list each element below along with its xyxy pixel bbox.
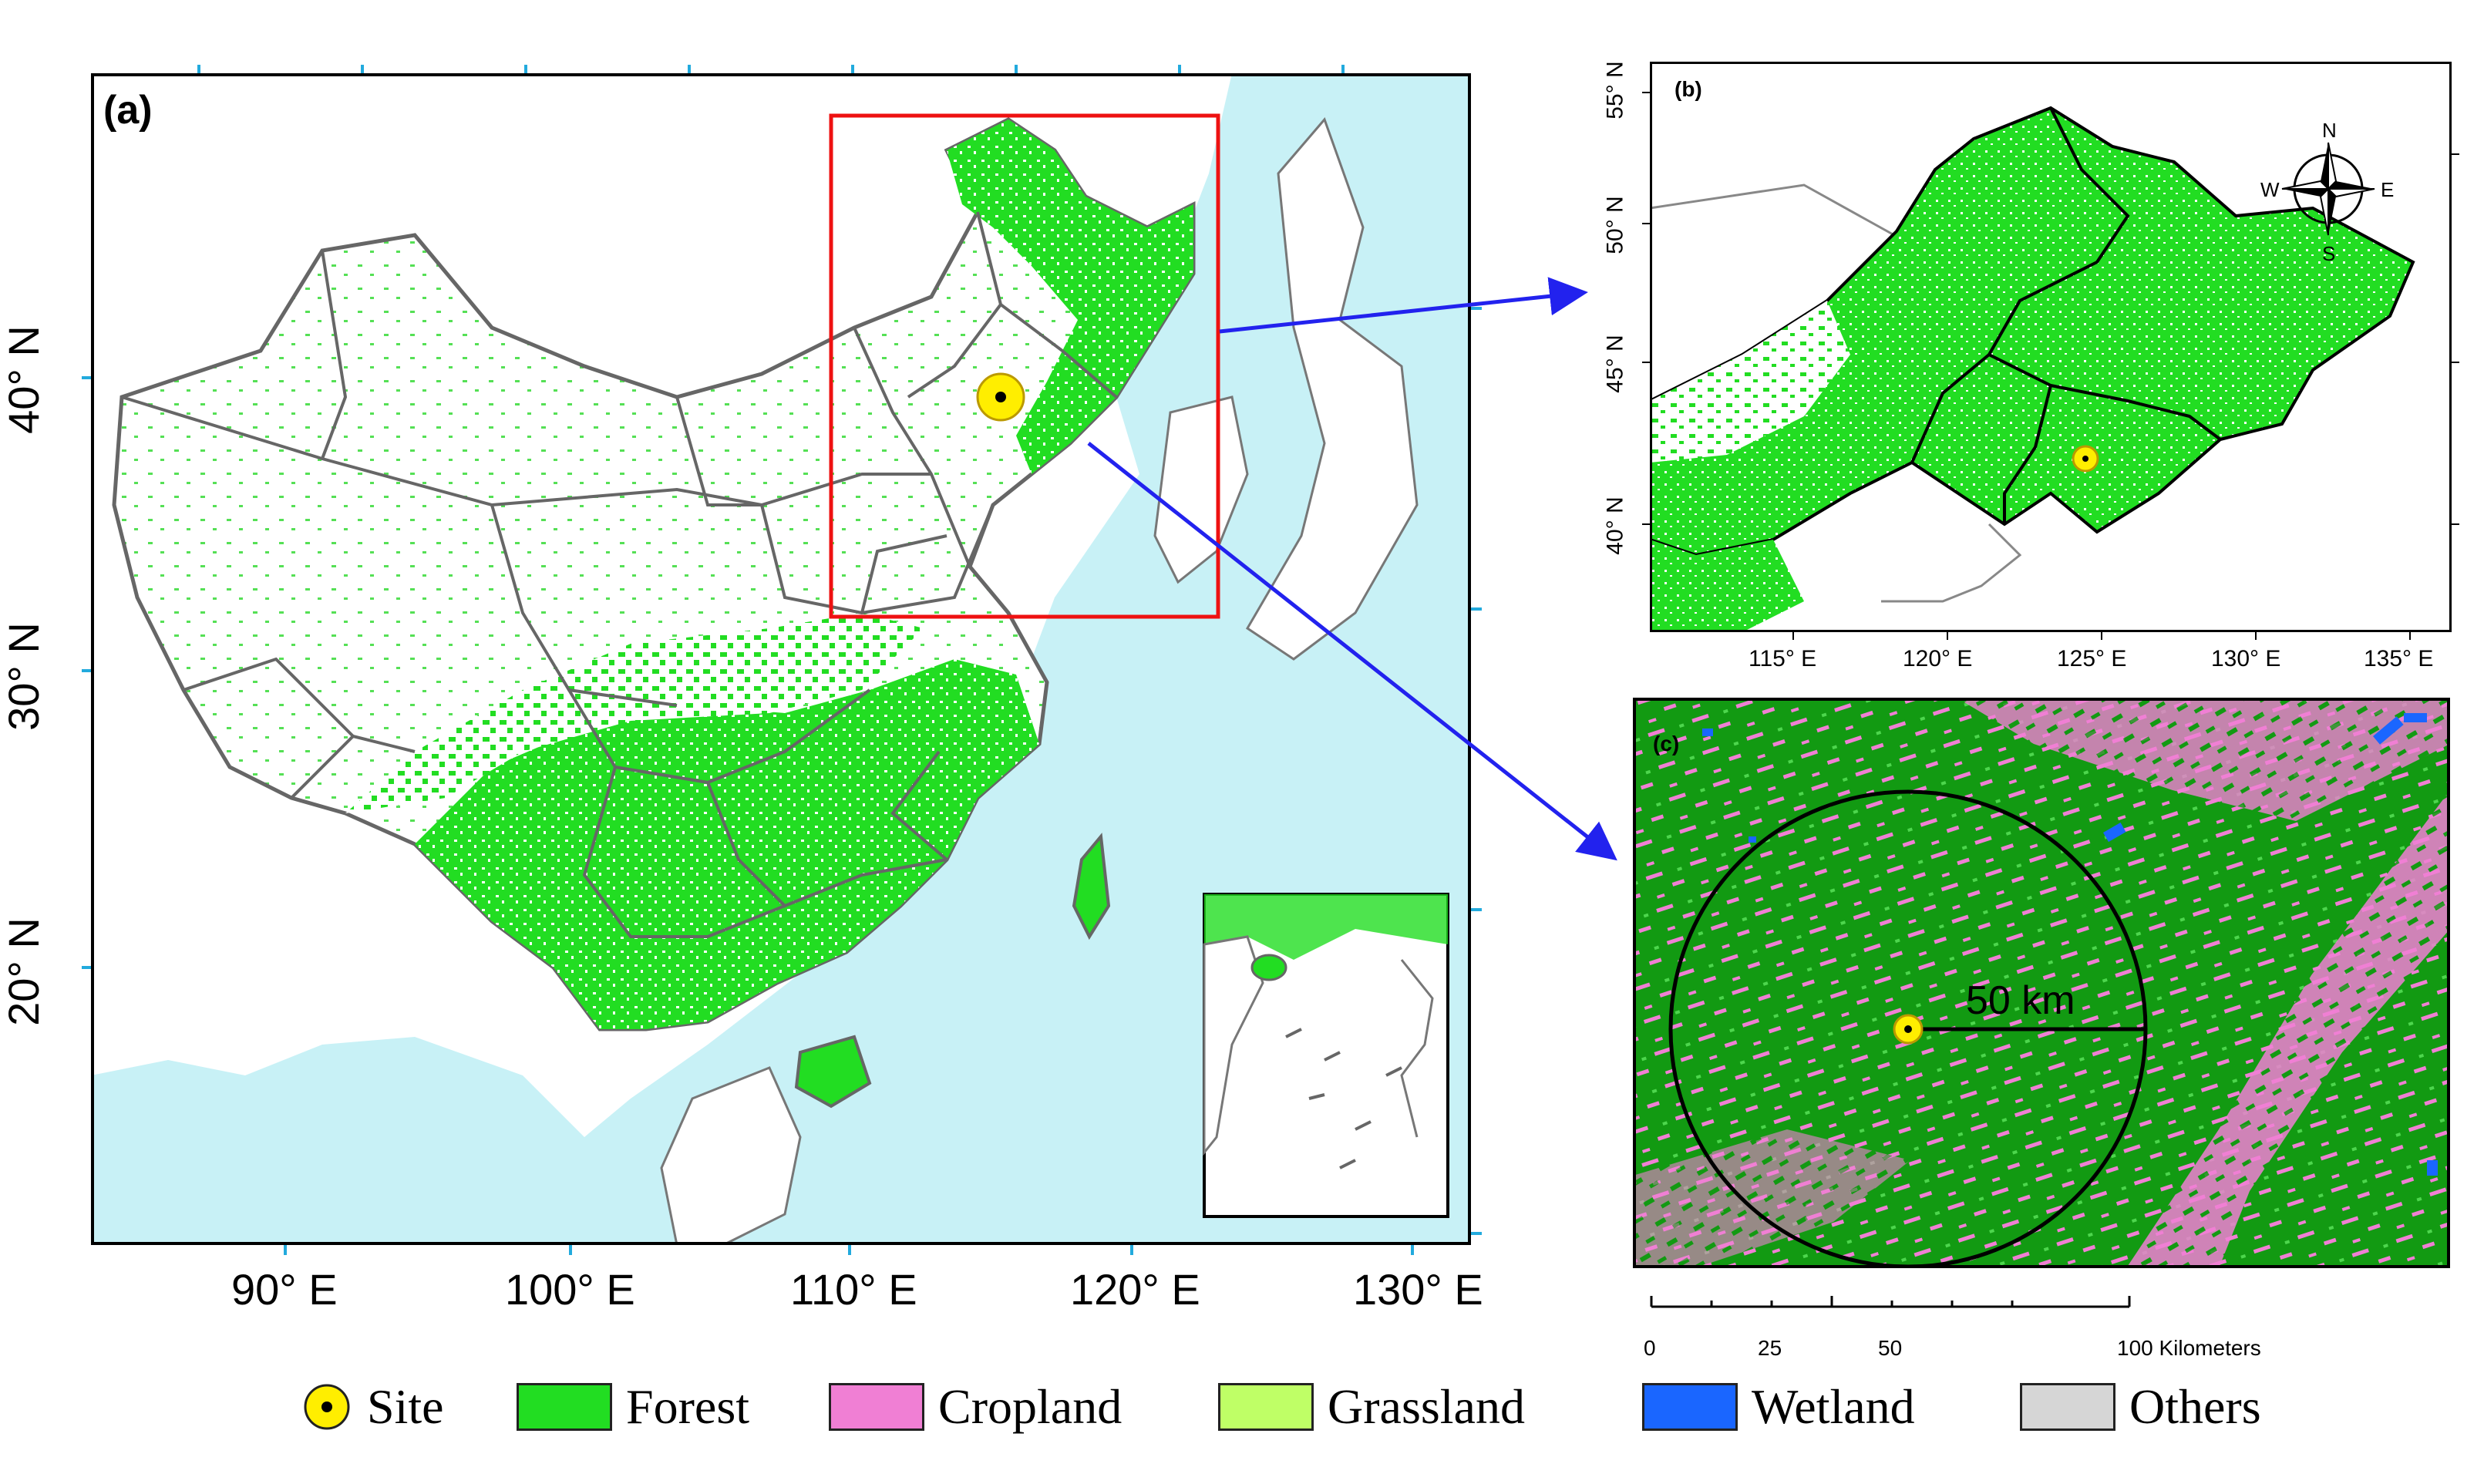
legend-cropland-label: Cropland <box>938 1379 1123 1434</box>
a-xtick-130: 130° E <box>1353 1265 1483 1314</box>
panel-b: N S E W (b) <box>1648 62 2452 632</box>
scale-50: 50 <box>1878 1336 1903 1360</box>
panel-a: (a) <box>91 73 1471 1247</box>
b-ytick-50: 50° N <box>1602 196 1628 254</box>
compass-s: S <box>2322 242 2335 265</box>
panel-b-sparse-west <box>1650 301 1850 463</box>
forest-central <box>345 613 924 813</box>
taiwan-island <box>1072 833 1111 941</box>
province-boundaries <box>121 211 1118 938</box>
legend-site: Site <box>301 1379 444 1434</box>
a-xtick-110: 110° E <box>790 1265 917 1314</box>
b-xtick-135: 135° E <box>2364 646 2434 671</box>
wetland-patches <box>1702 713 2438 1176</box>
japan-islands <box>1245 117 1419 661</box>
scale-bar <box>1650 1296 2131 1308</box>
panel-b-frame <box>1650 62 2452 632</box>
panel-b-boundaries <box>1910 107 2222 524</box>
b-ytick-55: 55° N <box>1602 61 1628 119</box>
scale-100: 100 Kilometers <box>2117 1336 2261 1360</box>
legend-wetland-swatch <box>1642 1383 1738 1431</box>
panel-b-tag: (b) <box>1675 77 1702 101</box>
compass-e: E <box>2381 178 2394 201</box>
panel-c: 50 km (c) <box>1633 698 2450 1269</box>
panel-b-coast <box>1881 523 2022 603</box>
radius-label: 50 km <box>1966 978 2075 1023</box>
legend-others-label: Others <box>2129 1379 2261 1434</box>
arrow-to-panel-c <box>1087 442 1617 861</box>
legend-site-icon <box>304 1384 350 1430</box>
panel-c-map: 50 km <box>1633 698 2450 1269</box>
legend-site-label: Site <box>367 1379 444 1434</box>
legend-others: Others <box>2020 1379 2261 1434</box>
a-xtick-100: 100° E <box>505 1265 635 1314</box>
b-xtick-125: 125° E <box>2057 646 2127 671</box>
compass-n: N <box>2322 119 2337 142</box>
scale-25: 25 <box>1758 1336 1782 1360</box>
compass-w: W <box>2260 178 2280 201</box>
legend-forest-label: Forest <box>626 1379 749 1434</box>
cropland-band-south <box>1633 1129 1910 1268</box>
site-marker-a <box>976 372 1025 422</box>
legend-wetland: Wetland <box>1642 1379 1915 1434</box>
panel-b-map: N S E W <box>1648 62 2452 632</box>
b-ytick-45: 45° N <box>1602 335 1628 393</box>
panel-a-tag: (a) <box>103 88 153 133</box>
neighbor-land-south <box>660 1066 802 1247</box>
panel-a-frame <box>91 73 1471 1245</box>
panel-c-frame <box>1633 698 2450 1268</box>
site-marker-c <box>1893 1014 1924 1045</box>
panel-b-sparse-south <box>1650 540 1804 632</box>
legend-grassland: Grassland <box>1218 1379 1525 1434</box>
legend-others-swatch <box>2020 1383 2115 1431</box>
scale-0: 0 <box>1644 1336 1656 1360</box>
legend-grassland-label: Grassland <box>1328 1379 1525 1434</box>
region-frame <box>829 113 1220 619</box>
legend-wetland-label: Wetland <box>1752 1379 1915 1434</box>
legend-forest-swatch <box>517 1383 612 1431</box>
arrow-to-panel-b <box>1219 277 1588 334</box>
legend-cropland-swatch <box>829 1383 924 1431</box>
panel-a-map <box>91 73 1471 1247</box>
forest-south <box>415 659 1039 1029</box>
panel-b-compass <box>2281 142 2375 236</box>
b-xtick-115: 115° E <box>1749 646 1817 671</box>
b-ytick-40: 40° N <box>1602 496 1628 555</box>
legend-forest: Forest <box>517 1379 749 1434</box>
hainan-island <box>794 1035 872 1109</box>
cropland-band-east <box>2126 790 2450 1268</box>
a-xtick-120: 120° E <box>1070 1265 1200 1314</box>
cropland-band-north <box>1957 698 2450 821</box>
legend-grassland-swatch <box>1218 1383 1314 1431</box>
legend-cropland: Cropland <box>829 1379 1123 1434</box>
south-sea-inset <box>1203 893 1449 1218</box>
korea-peninsula <box>1153 395 1249 584</box>
a-xtick-90: 90° E <box>231 1265 338 1314</box>
forest-northeast <box>947 119 1193 474</box>
site-marker-b <box>2072 445 2099 473</box>
panel-c-tag: (c) <box>1653 732 1680 755</box>
b-xtick-130: 130° E <box>2211 646 2281 671</box>
b-xtick-120: 120° E <box>1903 646 1973 671</box>
